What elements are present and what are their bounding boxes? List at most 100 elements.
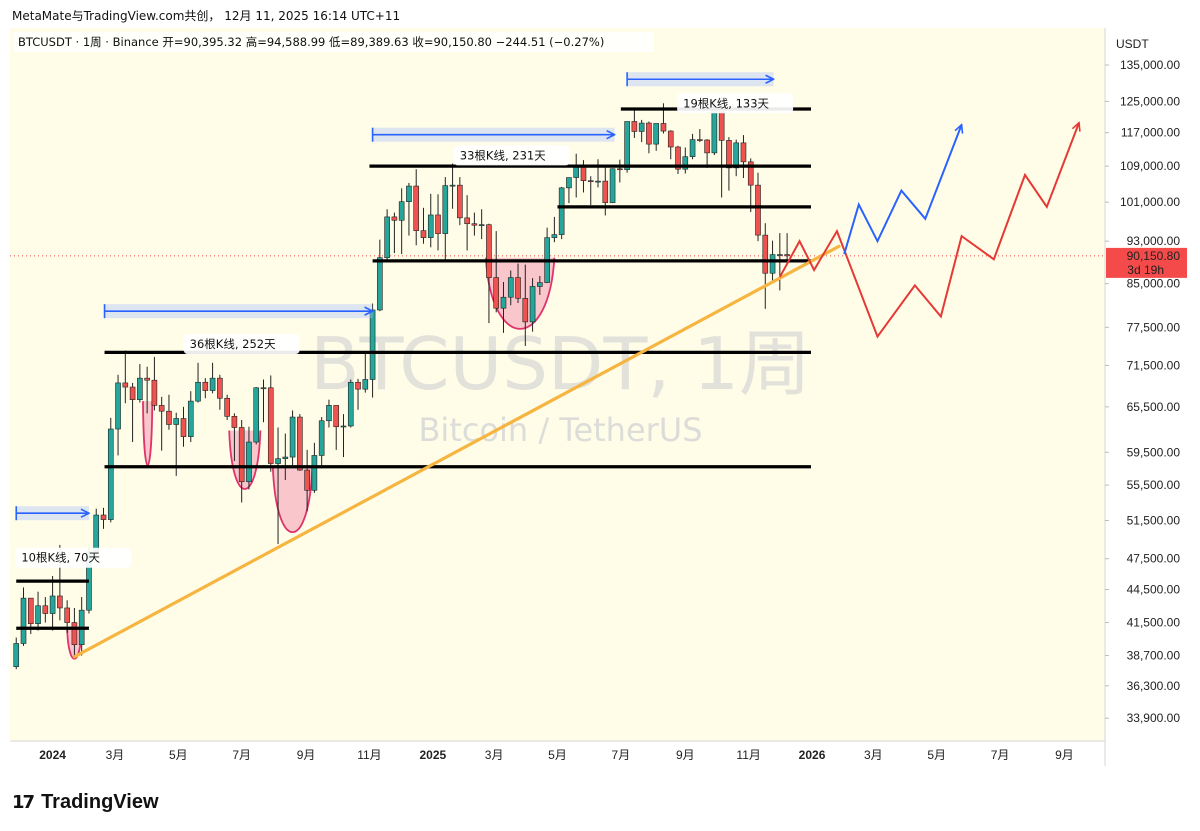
time-tick-label: 5月 bbox=[169, 748, 188, 762]
duration-label: 33根K线, 231天 bbox=[453, 145, 570, 166]
candle-body bbox=[762, 234, 769, 274]
candle-up bbox=[558, 186, 565, 240]
candle-body bbox=[107, 428, 114, 520]
time-tick-label: 7月 bbox=[991, 748, 1010, 762]
price-tick-label: 117,000.00 bbox=[1121, 126, 1180, 140]
candle-body bbox=[137, 377, 143, 400]
candle-body bbox=[442, 185, 449, 234]
candle-body bbox=[689, 139, 696, 157]
candle-body bbox=[587, 180, 594, 182]
candle-body bbox=[675, 146, 681, 170]
candle-body bbox=[20, 597, 27, 644]
tradingview-brand[interactable]: 17 TradingView bbox=[12, 790, 159, 814]
candle-up bbox=[653, 123, 659, 151]
candle-up bbox=[260, 379, 267, 423]
candle-body bbox=[333, 405, 340, 428]
candle-body bbox=[289, 416, 296, 458]
candle-down bbox=[675, 145, 681, 175]
candle-body bbox=[660, 123, 667, 132]
price-tick-label: 125,000.00 bbox=[1120, 94, 1180, 108]
candle-down bbox=[355, 378, 361, 410]
candle-down bbox=[486, 223, 492, 324]
candle-up bbox=[49, 575, 56, 631]
price-scale-background bbox=[1105, 28, 1188, 766]
time-tick-label: 5月 bbox=[927, 748, 946, 762]
uptrend-line bbox=[72, 244, 841, 659]
time-tick-label: 2026 bbox=[799, 748, 826, 762]
candle-up bbox=[20, 587, 27, 646]
btcusdt-weekly-chart[interactable]: BTCUSDT, 1周 Bitcoin / TetherUS 10根K线, 70天 3… bbox=[10, 28, 1188, 766]
chart-watermark-subtitle: Bitcoin / TetherUS bbox=[418, 411, 702, 449]
price-tick-label: 44,500.00 bbox=[1127, 583, 1181, 597]
candle-body bbox=[304, 469, 310, 491]
candle-down bbox=[391, 212, 398, 254]
candle-up bbox=[362, 351, 369, 393]
candle-body bbox=[122, 382, 129, 388]
time-tick-label: 7月 bbox=[232, 748, 251, 762]
candle-body bbox=[217, 377, 223, 399]
time-tick-label: 9月 bbox=[297, 748, 316, 762]
candle-up bbox=[187, 391, 194, 443]
candle-body bbox=[224, 397, 230, 417]
cup-pattern bbox=[142, 401, 154, 467]
candle-body bbox=[231, 416, 238, 428]
candle-up bbox=[340, 414, 347, 458]
candle-down bbox=[224, 394, 230, 421]
candle-up bbox=[595, 159, 601, 188]
candle-body bbox=[602, 180, 609, 203]
candle-body bbox=[624, 121, 630, 170]
candle-body bbox=[275, 458, 281, 464]
candle-body bbox=[100, 514, 107, 520]
candle-down bbox=[267, 375, 274, 472]
candle-up bbox=[689, 133, 696, 160]
candle-up bbox=[246, 426, 252, 490]
candle-down bbox=[413, 169, 420, 246]
candle-up bbox=[733, 139, 739, 177]
candle-down bbox=[471, 212, 478, 236]
candle-body bbox=[49, 595, 56, 614]
candle-body bbox=[558, 187, 565, 235]
symbol-legend: BTCUSDT · 1周 · Binance 开=90,395.32 高=94,… bbox=[18, 35, 604, 49]
candle-down bbox=[587, 176, 594, 205]
price-tick-label: 51,500.00 bbox=[1127, 514, 1181, 528]
candle-up bbox=[682, 147, 689, 174]
candle-up bbox=[282, 433, 289, 481]
candle-body bbox=[64, 607, 70, 623]
candle-body bbox=[573, 165, 580, 178]
price-tick-label: 109,000.00 bbox=[1120, 159, 1180, 173]
candle-body bbox=[529, 286, 536, 323]
candle-up bbox=[107, 417, 114, 523]
candle-body bbox=[340, 425, 347, 428]
price-tick-label: 135,000.00 bbox=[1120, 58, 1180, 72]
candle-body bbox=[391, 216, 398, 221]
candle-down bbox=[166, 394, 172, 430]
candle-body bbox=[260, 387, 267, 390]
candle-down bbox=[333, 405, 340, 450]
last-price-tag bbox=[1106, 247, 1187, 278]
tradingview-wordmark: TradingView bbox=[41, 790, 159, 813]
candle-body bbox=[282, 456, 289, 459]
candle-body bbox=[471, 223, 478, 226]
candle-down bbox=[522, 264, 529, 346]
candle-down bbox=[740, 135, 747, 178]
time-tick-label: 3月 bbox=[485, 748, 504, 762]
candle-down bbox=[646, 121, 652, 154]
candle-body bbox=[747, 161, 754, 186]
candle-body bbox=[711, 106, 718, 154]
candle-down bbox=[704, 139, 710, 168]
cup-pattern bbox=[228, 430, 262, 490]
candle-body bbox=[195, 381, 201, 402]
candle-up bbox=[529, 278, 536, 332]
candle-body bbox=[653, 123, 659, 145]
time-tick-label: 9月 bbox=[676, 748, 695, 762]
candle-body bbox=[478, 224, 485, 226]
candle-body bbox=[209, 377, 216, 391]
duration-label: 19根K线, 133天 bbox=[677, 93, 794, 114]
duration-label-text: 10根K线, 70天 bbox=[21, 551, 100, 565]
candle-body bbox=[638, 122, 645, 132]
price-tick-label: 55,500.00 bbox=[1127, 478, 1181, 492]
price-tick-label: 59,500.00 bbox=[1127, 445, 1181, 459]
candle-body bbox=[537, 282, 543, 287]
candle-body bbox=[486, 224, 492, 278]
candle-up bbox=[13, 637, 20, 670]
